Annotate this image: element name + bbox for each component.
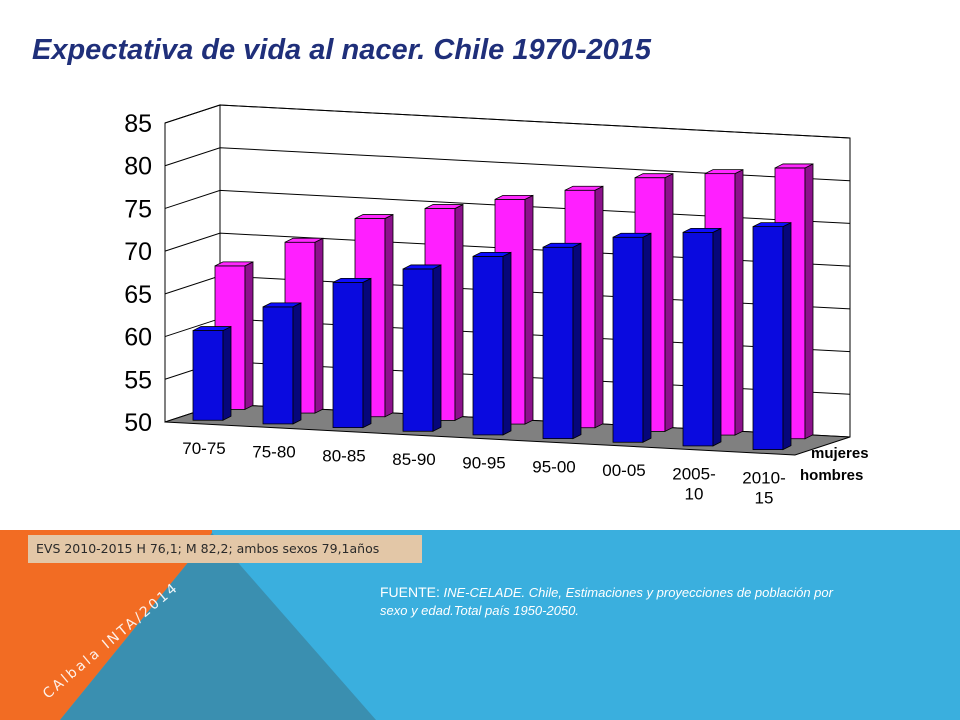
bar-mujeres-top xyxy=(354,214,394,219)
bar-hombres xyxy=(752,226,784,450)
bar-hombres xyxy=(402,268,434,432)
bar-mujeres-side xyxy=(664,173,674,433)
series-label-mujeres: mujeres xyxy=(811,445,869,462)
page-title: Expectativa de vida al nacer. Chile 1970… xyxy=(32,34,652,66)
bar-mujeres-side xyxy=(384,213,394,418)
y-tick-label: 60 xyxy=(124,324,152,352)
bar-mujeres-side xyxy=(734,169,744,436)
bar-hombres-top xyxy=(472,251,512,257)
bar-hombres xyxy=(192,330,224,421)
x-tick-label: 90-95 xyxy=(462,454,505,473)
bar-hombres-side xyxy=(292,302,302,425)
x-tick-label: 80-85 xyxy=(322,446,365,465)
bar-hombres-top xyxy=(402,264,442,270)
bar-hombres-top xyxy=(262,302,302,308)
bar-mujeres-side xyxy=(594,185,604,429)
bar-mujeres-top xyxy=(214,261,254,267)
bar-hombres xyxy=(472,255,504,436)
bar-hombres-top xyxy=(752,222,792,228)
source-text: INE-CELADE. Chile, Estimaciones y proyec… xyxy=(380,585,833,618)
bar-hombres-side xyxy=(222,325,232,421)
band-orange xyxy=(0,530,212,720)
bar-hombres-top xyxy=(192,326,232,331)
x-tick-label: 85-90 xyxy=(392,450,435,469)
bar-mujeres-top xyxy=(704,169,744,175)
x-tick-label: 75-80 xyxy=(252,443,295,462)
bar-hombres-side xyxy=(432,264,442,432)
bar-hombres-side xyxy=(572,242,582,440)
gridline xyxy=(164,104,851,139)
bar-mujeres-side xyxy=(524,194,534,425)
x-tick-label: 95-00 xyxy=(532,457,575,476)
bar-mujeres-side xyxy=(314,237,324,414)
bar-hombres-top xyxy=(542,242,582,248)
band-dark xyxy=(60,533,376,720)
bar-mujeres-side xyxy=(244,261,254,411)
y-tick-label: 65 xyxy=(124,281,152,309)
bar-mujeres-top xyxy=(494,194,534,200)
bar-hombres-top xyxy=(332,277,372,283)
bar-hombres-top xyxy=(682,227,722,233)
bar-hombres xyxy=(682,231,714,447)
y-tick-label: 50 xyxy=(124,409,152,437)
bar-hombres-side xyxy=(712,227,722,447)
bar-hombres xyxy=(262,306,294,425)
bar-mujeres-top xyxy=(774,163,814,169)
bar-hombres-side xyxy=(782,221,792,451)
bar-hombres-side xyxy=(362,277,372,429)
source-note: FUENTE: INE-CELADE. Chile, Estimaciones … xyxy=(380,583,840,620)
info-box: EVS 2010-2015 H 76,1; M 82,2; ambos sexo… xyxy=(28,535,422,563)
source-label: FUENTE: xyxy=(380,584,440,600)
bar-mujeres-top xyxy=(634,173,674,179)
bar-hombres-side xyxy=(642,232,652,443)
x-tick-label: 00-05 xyxy=(602,461,645,480)
bar-mujeres-top xyxy=(424,204,464,209)
gridline xyxy=(164,147,851,182)
bar-mujeres-top xyxy=(564,185,604,191)
x-tick-label: 2005-10 xyxy=(672,465,715,504)
bar-hombres-side xyxy=(502,251,512,436)
bar-hombres xyxy=(612,236,644,443)
y-tick-label: 85 xyxy=(124,110,152,138)
bar-mujeres-side xyxy=(454,203,464,422)
series-label-hombres: hombres xyxy=(800,467,863,484)
bar-mujeres-side xyxy=(804,163,814,440)
y-tick-label: 80 xyxy=(124,153,152,181)
bar-hombres xyxy=(332,281,364,428)
y-tick-label: 75 xyxy=(124,195,152,223)
bar-hombres-top xyxy=(612,232,652,238)
y-tick-label: 70 xyxy=(124,238,152,266)
bar-mujeres-top xyxy=(284,237,324,243)
x-tick-label: 2010-15 xyxy=(742,468,785,507)
y-tick-label: 55 xyxy=(124,366,152,394)
x-tick-label: 70-75 xyxy=(182,439,225,458)
bar-hombres xyxy=(542,246,574,439)
